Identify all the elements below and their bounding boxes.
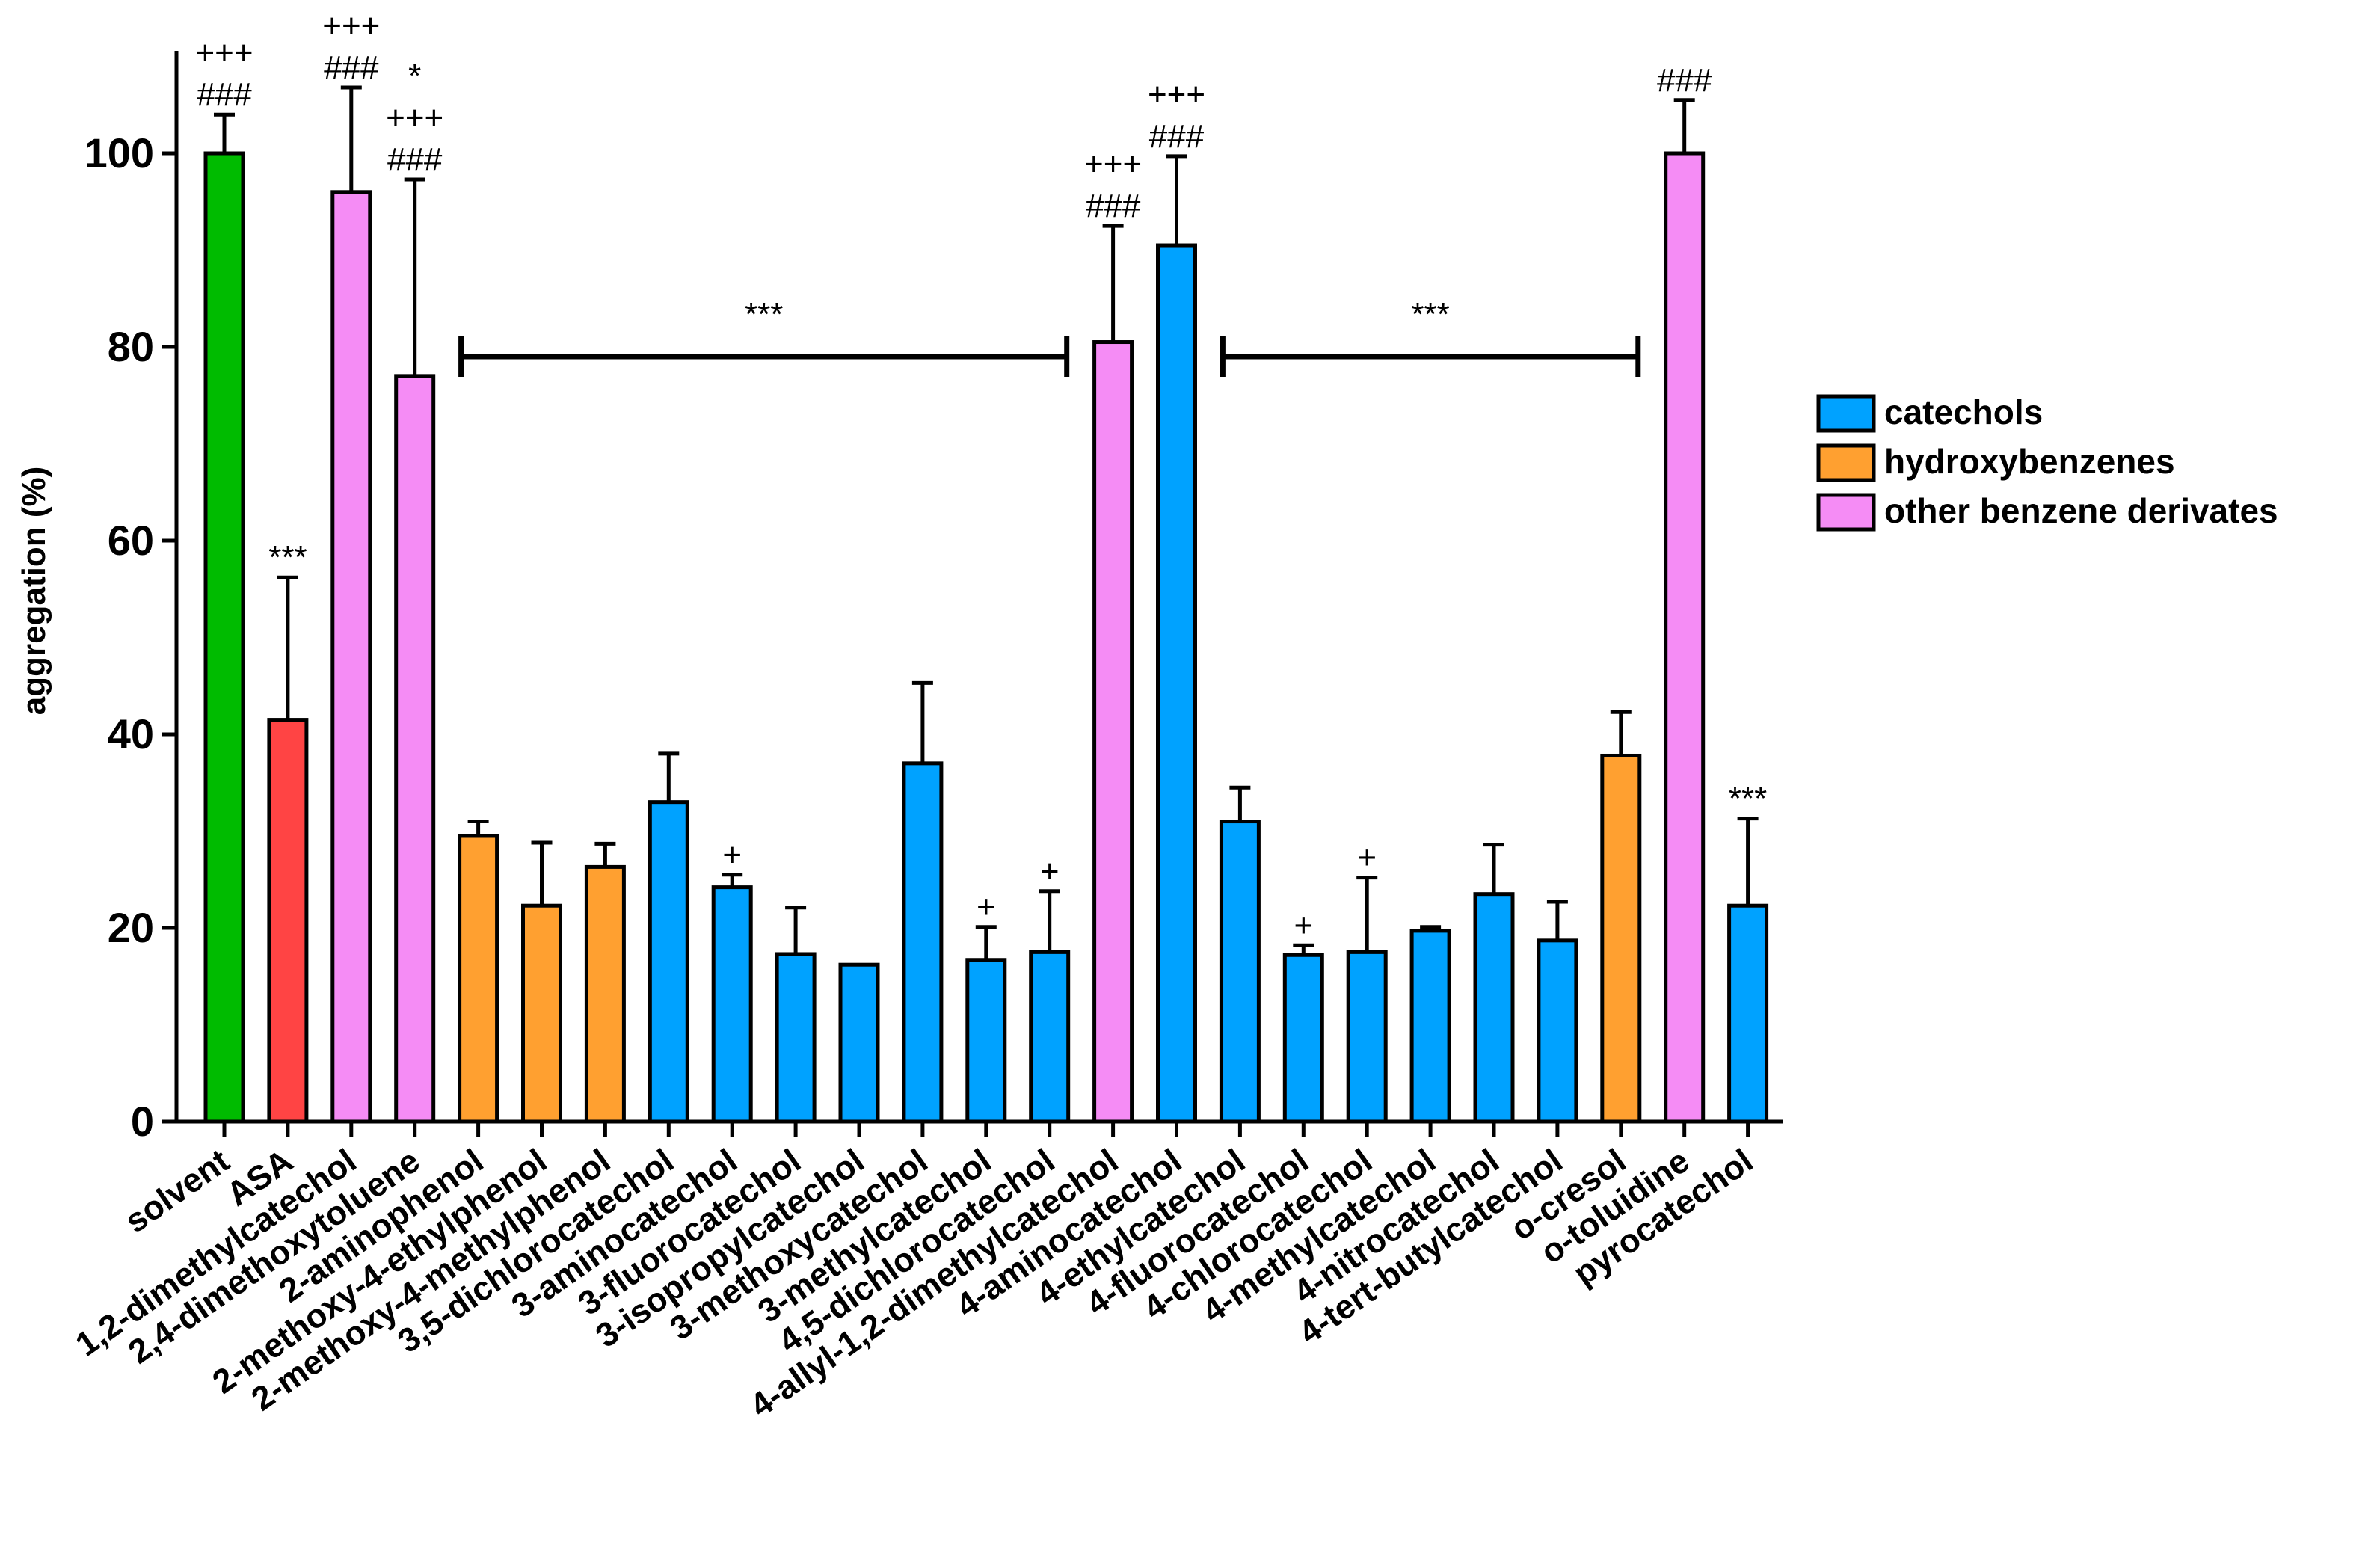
bar-series bbox=[203, 151, 1769, 1124]
bar bbox=[1537, 938, 1578, 1124]
bar bbox=[330, 190, 372, 1124]
significance-label: + bbox=[977, 889, 996, 926]
bar bbox=[1473, 892, 1515, 1124]
significance-label: ### bbox=[1086, 188, 1141, 224]
bar bbox=[711, 885, 753, 1124]
bar bbox=[1409, 929, 1451, 1124]
y-tick-label: 100 bbox=[84, 129, 154, 176]
y-ticks: 0 20 40 60 80 100 bbox=[84, 129, 176, 1145]
error-bars bbox=[214, 85, 1759, 960]
bar bbox=[902, 761, 944, 1124]
significance-label: + bbox=[1040, 853, 1060, 890]
significance-label: +++ bbox=[1084, 146, 1142, 182]
bracket-label: *** bbox=[1411, 296, 1449, 333]
significance-label: ### bbox=[1149, 118, 1205, 155]
significance-label: +++ bbox=[322, 7, 380, 44]
legend-swatch bbox=[1816, 443, 1876, 482]
bar bbox=[1219, 820, 1261, 1124]
significance-label: ### bbox=[197, 76, 252, 113]
legend-label: other benzene derivates bbox=[1884, 491, 2278, 530]
legend-label: hydroxybenzenes bbox=[1884, 442, 2175, 481]
bar bbox=[521, 903, 562, 1124]
bar bbox=[648, 800, 689, 1124]
bracket-label: *** bbox=[745, 296, 783, 333]
x-ticks: solventASA1,2-dimethylcatechol2,4-dimeth… bbox=[69, 1122, 1759, 1424]
bar bbox=[838, 962, 880, 1124]
bar bbox=[1156, 243, 1197, 1124]
bar bbox=[1346, 950, 1388, 1124]
legend-swatch bbox=[1816, 493, 1876, 532]
bar bbox=[584, 864, 626, 1124]
bar bbox=[965, 958, 1007, 1124]
axes bbox=[174, 51, 1783, 1124]
significance-annotations: ###+++***###+++###+++*+++###+++###+++++#… bbox=[195, 7, 1767, 944]
y-tick-label: 60 bbox=[108, 517, 154, 564]
significance-label: +++ bbox=[1148, 76, 1205, 113]
bar bbox=[1600, 753, 1642, 1124]
bar bbox=[775, 952, 817, 1124]
x-tick-label: solvent bbox=[117, 1141, 236, 1240]
legend-label: catechols bbox=[1884, 393, 2043, 431]
legend: catechols hydroxybenzenes other benzene de… bbox=[1816, 393, 2278, 532]
significance-label: + bbox=[1357, 840, 1377, 876]
significance-label: +++ bbox=[386, 99, 443, 136]
bar bbox=[203, 151, 245, 1124]
significance-label: *** bbox=[268, 539, 307, 576]
bar bbox=[394, 374, 436, 1124]
bar bbox=[267, 718, 309, 1124]
significance-label: +++ bbox=[195, 34, 253, 71]
significance-label: * bbox=[408, 58, 421, 94]
bar bbox=[1282, 953, 1324, 1124]
y-tick-label: 20 bbox=[108, 904, 154, 951]
bar bbox=[1029, 950, 1071, 1124]
significance-label: + bbox=[1294, 907, 1313, 944]
bar bbox=[458, 834, 499, 1124]
bar bbox=[1664, 151, 1706, 1124]
y-tick-label: 40 bbox=[108, 710, 154, 757]
significance-brackets: *** *** bbox=[458, 296, 1641, 377]
significance-label: *** bbox=[1729, 781, 1767, 817]
bar bbox=[1727, 903, 1769, 1124]
y-tick-label: 0 bbox=[131, 1098, 154, 1145]
significance-label: + bbox=[722, 837, 742, 873]
significance-label: ### bbox=[387, 141, 443, 178]
bar bbox=[1092, 340, 1134, 1124]
y-axis-label: aggregation (%) bbox=[16, 467, 52, 715]
significance-label: ### bbox=[324, 49, 379, 86]
significance-label: ### bbox=[1657, 62, 1712, 99]
y-tick-label: 80 bbox=[108, 323, 154, 370]
legend-swatch bbox=[1816, 394, 1876, 433]
